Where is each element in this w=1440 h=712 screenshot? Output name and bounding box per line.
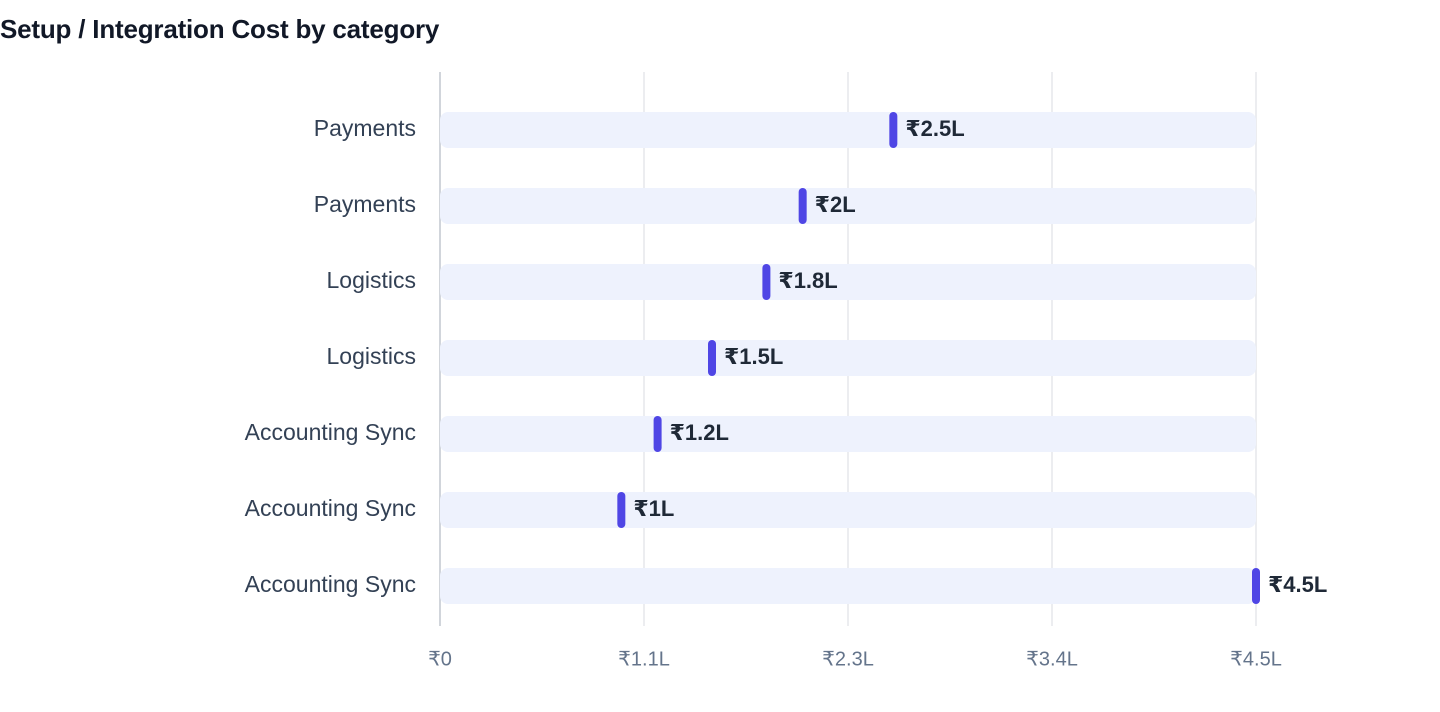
bar-track: [440, 340, 1256, 376]
category-label: Logistics: [327, 343, 416, 369]
bar-track: [440, 492, 1256, 528]
data-label: ₹2.5L: [905, 116, 964, 141]
bar-track: [440, 568, 1256, 604]
labels: ₹0 ₹1.1L ₹2.3L ₹3.4L ₹4.5L ₹2.5L Payments ₹2L Pa…: [245, 115, 1328, 670]
x-tick-label: ₹3.4L: [1026, 648, 1078, 670]
category-label: Logistics: [327, 267, 416, 293]
bar-value-marker: [889, 112, 898, 148]
data-label: ₹4.5L: [1268, 572, 1327, 597]
bar-track: [440, 188, 1256, 224]
category-label: Accounting Sync: [245, 571, 416, 597]
category-label: Payments: [314, 191, 416, 217]
category-label: Accounting Sync: [245, 419, 416, 445]
bar-value-marker: [762, 264, 771, 300]
bar-value-marker: [653, 416, 662, 452]
bar-markers: [617, 112, 1260, 604]
data-label: ₹1.2L: [670, 420, 729, 445]
bar-value-marker: [798, 188, 807, 224]
category-label: Accounting Sync: [245, 495, 416, 521]
chart-title: Setup / Integration Cost by category: [0, 14, 440, 44]
data-label: ₹1L: [633, 496, 674, 521]
x-tick-label: ₹1.1L: [618, 648, 670, 670]
bar-value-marker: [617, 492, 626, 528]
bar-value-marker: [1252, 568, 1260, 604]
x-tick-label: ₹4.5L: [1230, 648, 1282, 670]
bar-track: [440, 264, 1256, 300]
bar-tracks: [440, 112, 1256, 604]
category-label: Payments: [314, 115, 416, 141]
data-label: ₹2L: [815, 192, 856, 217]
data-label: ₹1.5L: [724, 344, 783, 369]
data-label: ₹1.8L: [778, 268, 837, 293]
bar-track: [440, 416, 1256, 452]
x-tick-label: ₹0: [428, 648, 452, 670]
x-tick-label: ₹2.3L: [822, 648, 874, 670]
bar-value-marker: [708, 340, 716, 376]
bar-track: [440, 112, 1256, 148]
